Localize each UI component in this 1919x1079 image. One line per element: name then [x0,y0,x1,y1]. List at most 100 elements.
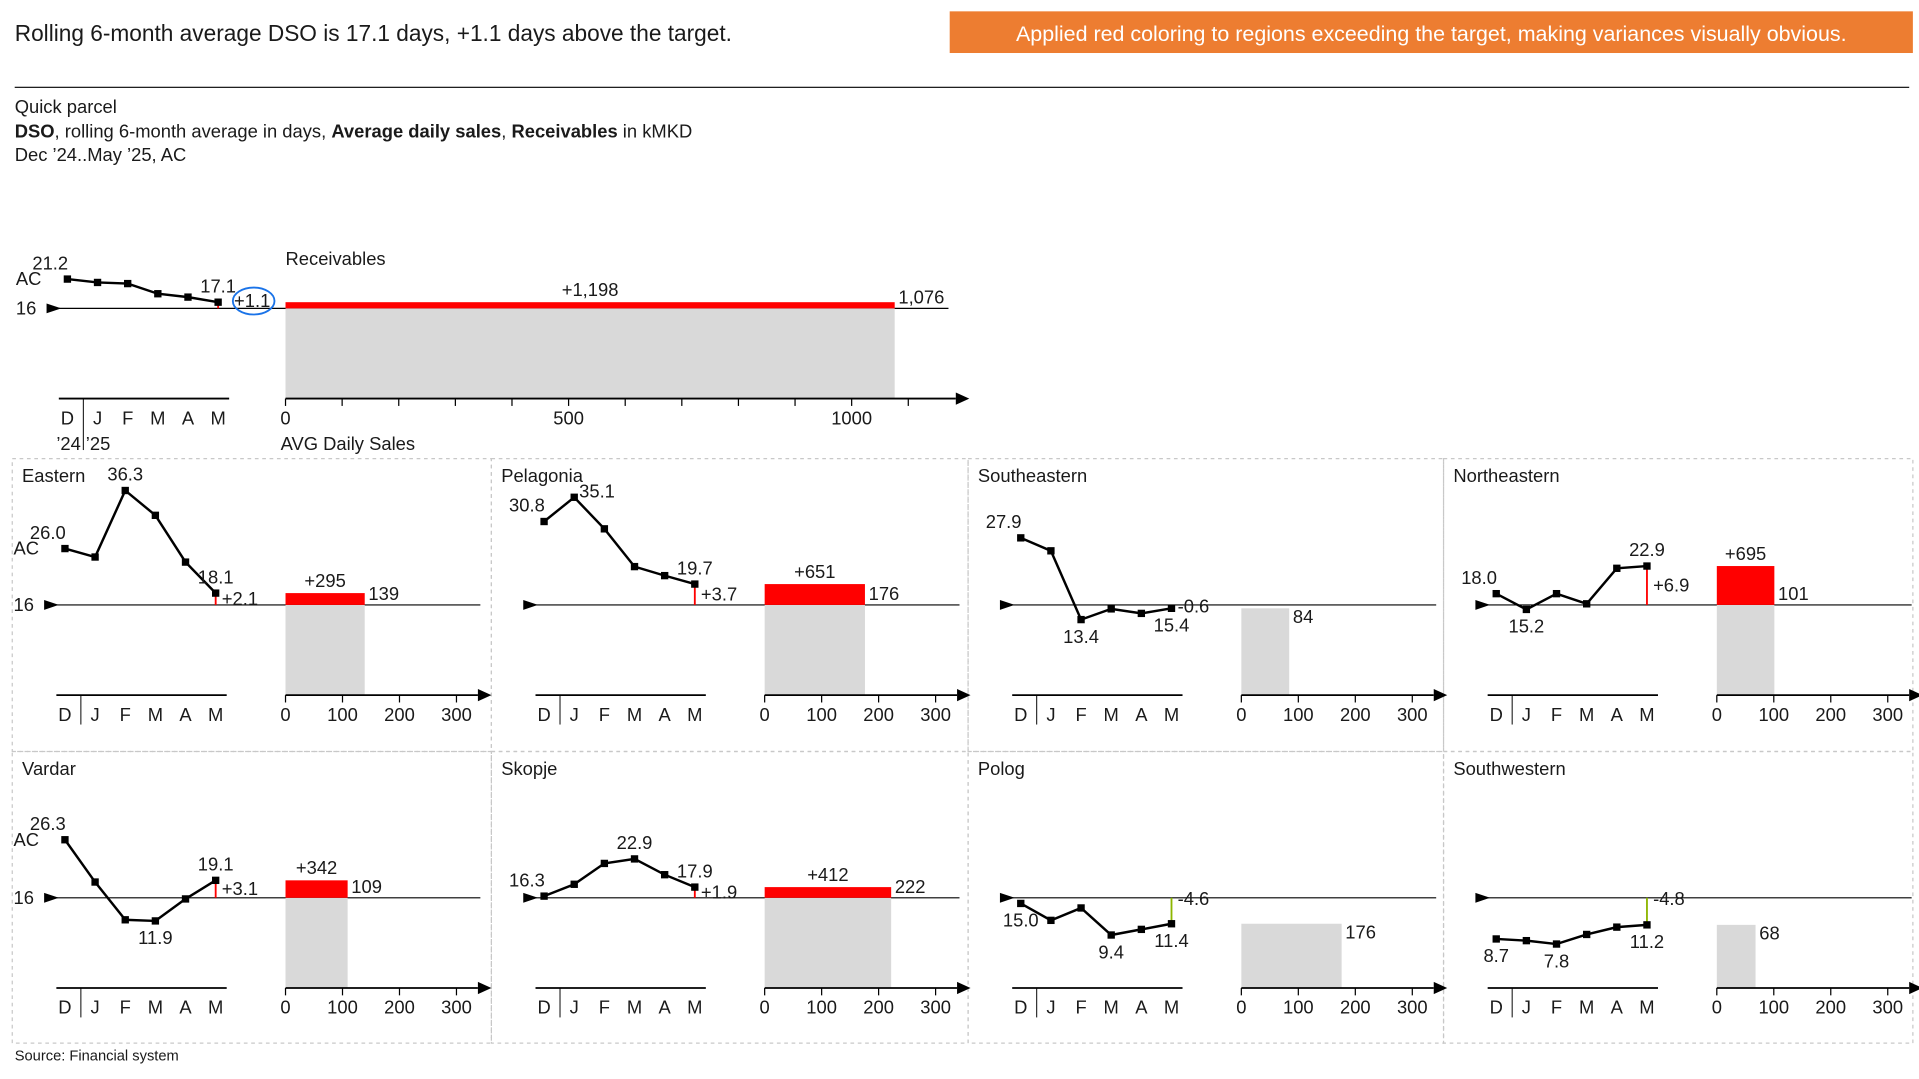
receivables-variance-label: +412 [807,864,848,885]
month-label: F [1551,997,1562,1018]
sales-tick-label: 100 [1283,997,1314,1018]
dso-point [1613,923,1621,931]
target-arrow-icon [46,303,62,314]
measures-line: DSO, rolling 6-month average in days, Av… [15,121,693,142]
month-label: J [1522,704,1531,725]
sales-tick-label: 0 [760,704,770,725]
month-label: J [570,704,579,725]
target-arrow-icon [523,892,538,903]
dso-point [1017,899,1025,908]
dso-point [91,878,99,886]
dso-point [630,855,639,863]
dso-value-label: 7.8 [1544,950,1570,971]
period: Dec ’24..May ’25, AC [15,144,187,165]
target-arrow-icon [523,600,538,610]
sales-bar [285,308,895,399]
sales-tick-label: 300 [441,997,472,1018]
sales-bar [1716,604,1775,696]
dso-point [1137,609,1146,618]
sales-bar [764,897,892,989]
axis-arrow-icon [1909,981,1919,995]
month-label: A [659,997,672,1018]
scenario-label: AC [13,538,39,559]
dso-point [1522,936,1531,945]
variance-label: +6.9 [1653,575,1689,596]
dso-point [540,892,548,900]
month-label: A [179,704,192,725]
dso-point [1047,916,1055,925]
month-label: D [61,407,74,428]
sales-value-label: 1,076 [898,286,944,307]
dso-value-label: 21.2 [32,252,68,273]
panel-title: Polog [978,758,1025,779]
dso-value-label: 17.1 [200,275,236,296]
sales-tick-label: 0 [280,997,290,1018]
dso-point [600,525,609,533]
dso-point [91,553,99,561]
receivables-variance-label: +651 [794,561,835,582]
axis-arrow-icon [1909,689,1919,702]
month-label: D [1490,997,1503,1018]
month-label: D [1490,704,1503,725]
month-label: A [1611,997,1624,1018]
dso-point [570,880,578,888]
month-label: A [659,704,672,725]
month-label: M [1579,704,1594,725]
dso-point [121,916,129,924]
sales-value-label: 176 [1345,921,1376,942]
month-label: J [1522,997,1531,1018]
sales-axis-title: AVG Daily Sales [281,433,415,454]
dso-value-label: 22.9 [1629,539,1665,560]
dso-point [691,883,699,891]
month-label: M [148,704,163,725]
target-arrow-icon [1475,892,1491,903]
company-name: Quick parcel [15,96,117,117]
month-label: M [1104,997,1119,1018]
scenario-label: AC [13,829,39,850]
panel-border [490,750,969,1044]
sales-tick-label: 300 [1872,997,1903,1018]
measure-sales: Average daily sales [331,121,501,142]
month-label: A [179,997,192,1018]
month-label: J [93,407,102,428]
sales-value-label: 176 [869,583,900,604]
dso-point [630,562,639,571]
dso-point [1137,925,1146,934]
receivables-variance-label: +295 [304,570,345,591]
dso-value-label: 18.1 [198,566,234,587]
dso-point [1492,589,1500,598]
sales-value-label: 222 [895,876,926,897]
axis-arrow-icon [957,689,971,702]
dso-point [660,571,669,580]
month-label: M [627,997,642,1018]
dso-value-label: 8.7 [1483,945,1509,966]
dso-point [1077,904,1085,912]
sales-tick-label: 300 [1872,704,1903,725]
dso-line [543,857,696,898]
sales-tick-label: 100 [806,997,837,1018]
dso-value-label: 26.0 [30,522,66,543]
sales-tick-label: 100 [1758,997,1789,1018]
month-label: M [1104,704,1119,725]
axis-arrow-icon [477,981,492,995]
receivables-variance-bar [764,887,892,898]
dso-point [93,278,102,287]
sales-tick-label: 300 [920,997,951,1018]
target-label: 16 [13,887,33,908]
year-label: ’24 [56,433,81,454]
month-label: D [1014,704,1027,725]
sales-tick-label: 200 [1340,704,1371,725]
month-label: J [1046,704,1055,725]
sales-tick-label: 100 [327,704,358,725]
sales-tick-label: 200 [1340,997,1371,1018]
measure-text-1: , rolling 6-month average in days, [55,121,332,142]
sales-bar [285,604,365,696]
dso-point [1167,604,1176,612]
measure-text-3: in kMKD [618,121,693,142]
sales-value-label: 68 [1759,923,1779,944]
sales-tick-label: 200 [384,997,415,1018]
month-label: D [537,997,550,1018]
dso-value-label: 11.4 [1154,930,1188,951]
panel-title: Southeastern [978,465,1087,486]
